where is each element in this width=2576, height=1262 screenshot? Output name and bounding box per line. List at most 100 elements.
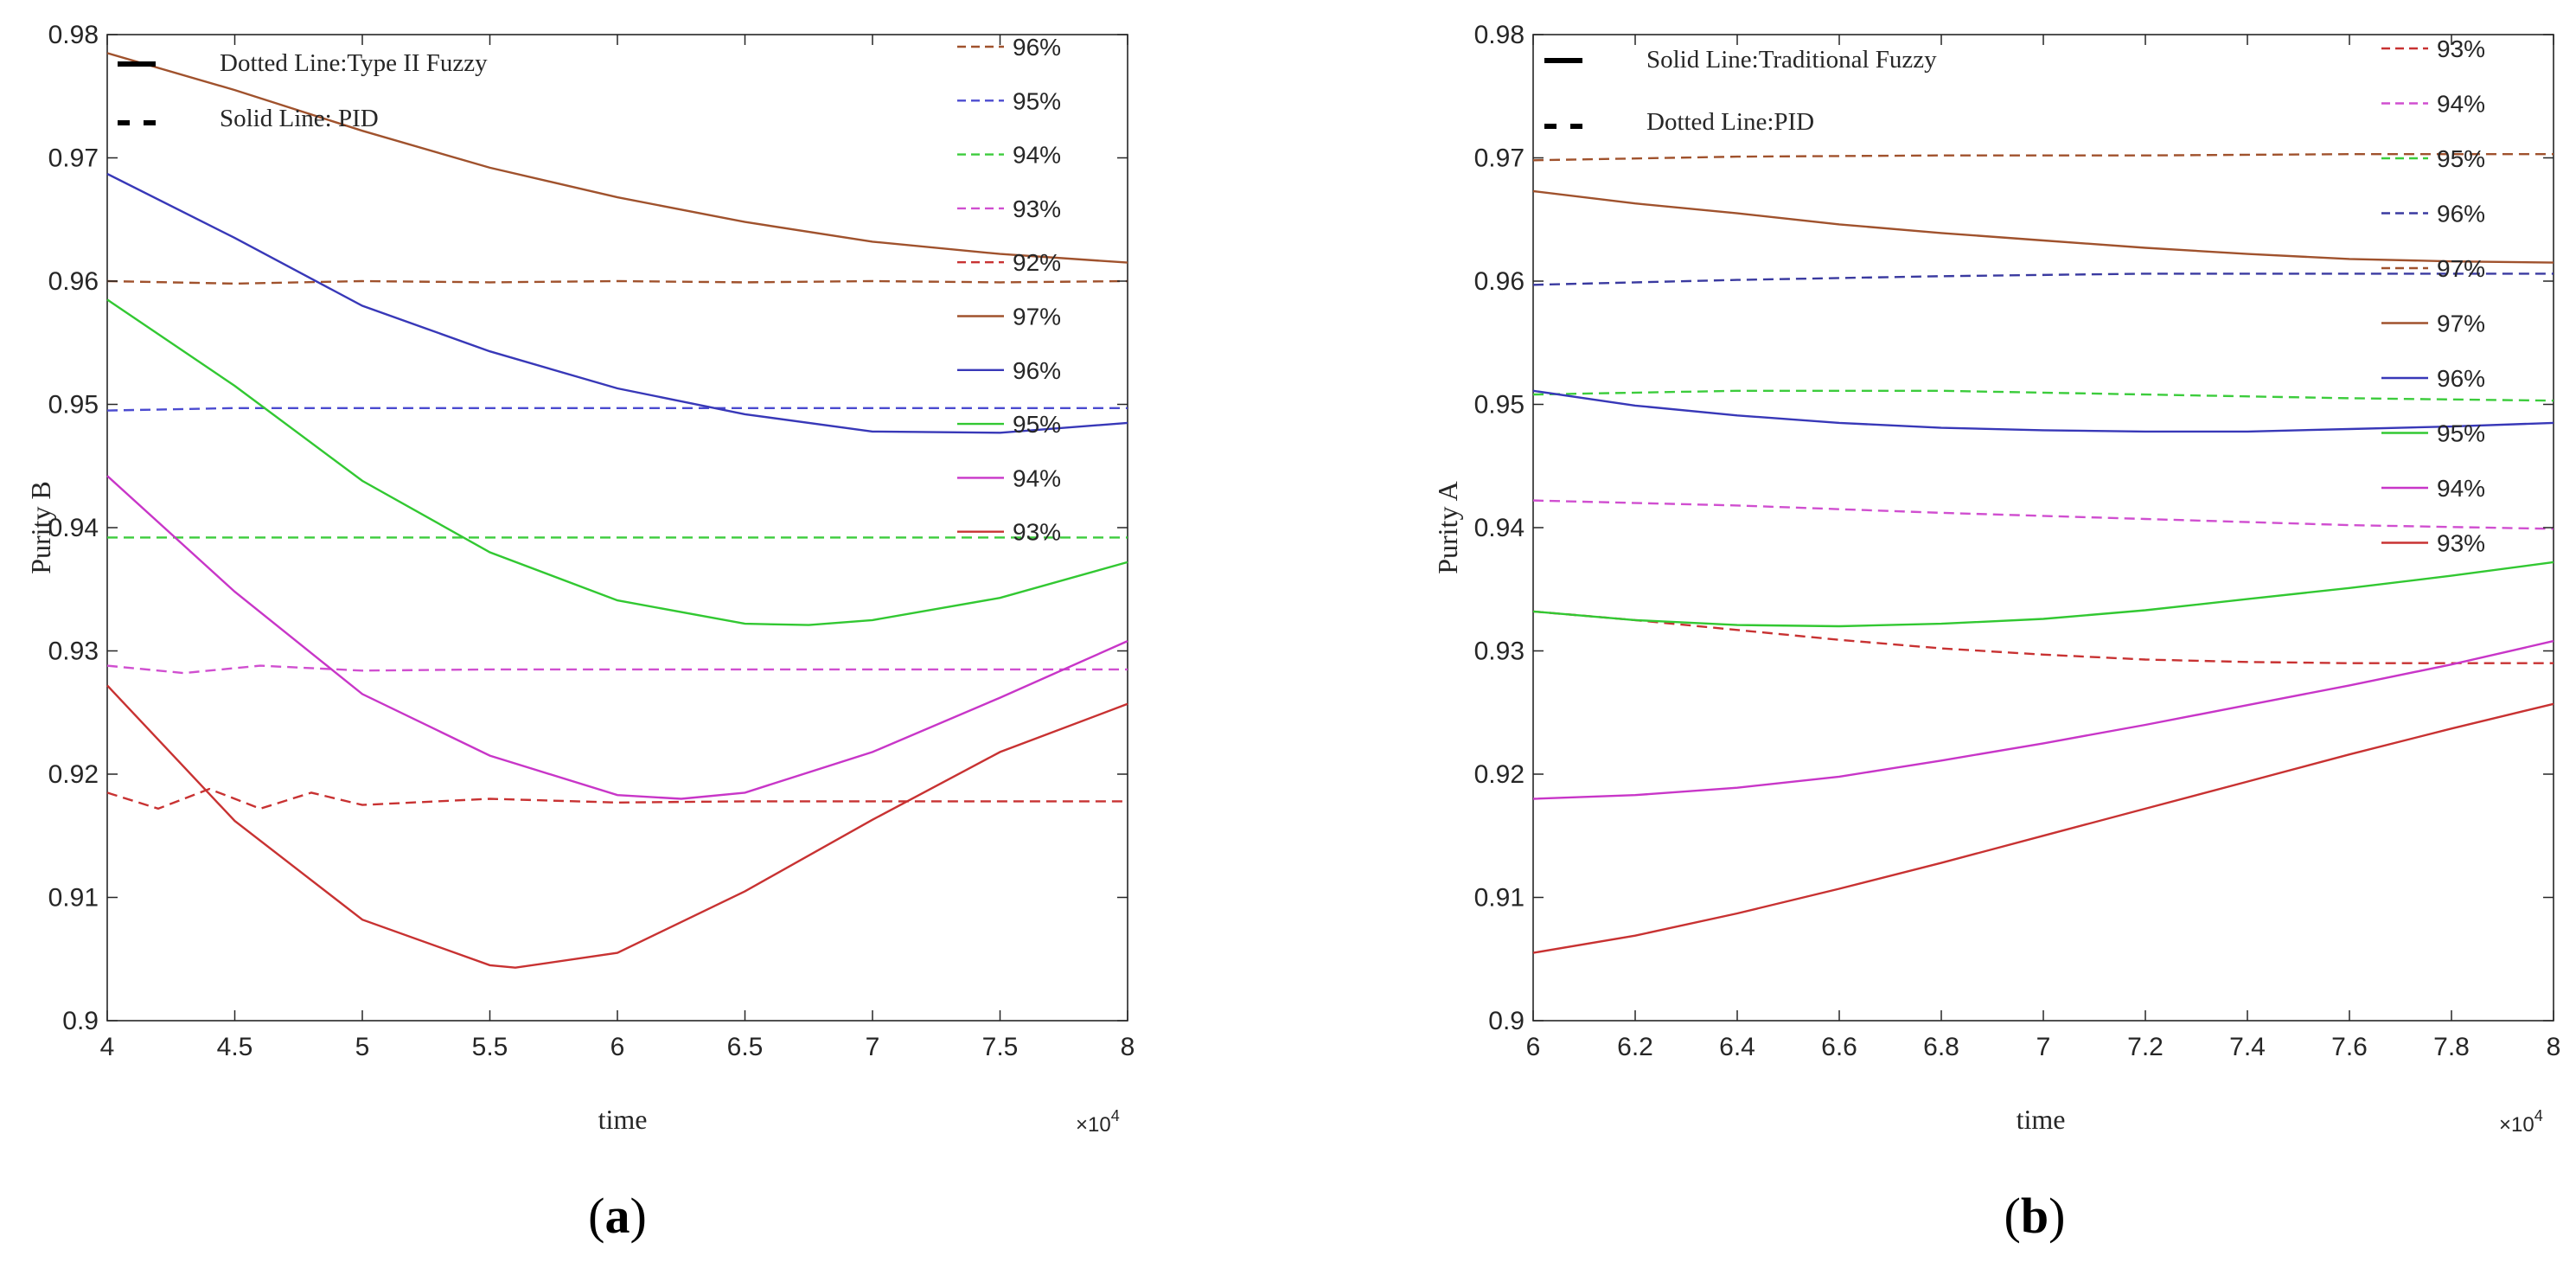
x-tick-label: 6.8: [1923, 1033, 1959, 1061]
y-tick-label: 0.98: [1474, 21, 1525, 49]
x-tick-label: 6: [1526, 1033, 1541, 1061]
x-tick-label: 6.6: [1821, 1033, 1857, 1061]
x-tick-label: 5.5: [472, 1033, 508, 1061]
x-tick-label: 6.2: [1617, 1033, 1653, 1061]
x-tick-label: 7.8: [2433, 1033, 2470, 1061]
line-style-notes: Solid Line:Traditional Fuzzy Dotted Line:…: [1544, 46, 1937, 136]
y-tick-label: 0.92: [48, 760, 99, 789]
x-tick-label: 7: [866, 1033, 880, 1061]
y-tick-label: 0.94: [1474, 514, 1525, 542]
series-layer: [106, 52, 1128, 969]
legend-label: 97%: [2437, 311, 2485, 337]
series-line-93pct-dashed: [106, 664, 1128, 675]
x-tick-label: 6.4: [1719, 1033, 1755, 1061]
x-multiplier: ×104: [1076, 1107, 1120, 1137]
series-line-95pct-dashed: [1532, 389, 2554, 402]
y-tick-label: 0.9: [1488, 1007, 1525, 1035]
x-tick-label: 7.4: [2229, 1033, 2266, 1061]
y-tick-label: 0.93: [1474, 637, 1525, 666]
line-style-note: Dotted Line:Type II Fuzzy: [220, 49, 488, 77]
x-multiplier: ×104: [2499, 1107, 2543, 1137]
series-line-97pct-dashed: [1532, 152, 2554, 162]
legend-label: 92%: [1013, 249, 1061, 276]
y-tick-label: 0.97: [1474, 144, 1525, 173]
plot-frame: [106, 34, 1128, 1022]
legend-label: 97%: [1013, 304, 1061, 330]
series-line-94pct-solid: [106, 475, 1128, 800]
x-tick-label: 6.5: [727, 1033, 764, 1061]
legend-label: 96%: [2437, 201, 2485, 227]
y-tick-label: 0.96: [1474, 267, 1525, 296]
legend-label: 95%: [1013, 87, 1061, 114]
legend-label: 95%: [2437, 145, 2485, 172]
legend-label: 96%: [1013, 357, 1061, 384]
y-tick-label: 0.9: [62, 1007, 99, 1035]
panel-caption: (b): [2004, 1188, 2066, 1244]
y-axis-label: Purity A: [1432, 481, 1463, 574]
legend-label: 94%: [1013, 142, 1061, 169]
x-tick-label: 8: [1121, 1033, 1135, 1061]
series-line-97pct-solid: [1532, 189, 2554, 264]
x-tick-label: 6: [610, 1033, 625, 1061]
series-line-96pct-dashed: [1532, 272, 2554, 286]
series-line-97pct-solid: [106, 52, 1128, 264]
x-tick-label: 4.5: [217, 1033, 253, 1061]
y-tick-label: 0.92: [1474, 760, 1525, 789]
series-line-95pct-solid: [1532, 561, 2554, 628]
line-style-notes: Dotted Line:Type II Fuzzy Solid Line: PID: [118, 49, 488, 132]
series-layer: [1532, 152, 2554, 954]
series-line-96pct-dashed: [106, 279, 1128, 285]
x-tick-label: 8: [2547, 1033, 2561, 1061]
y-tick-label: 0.96: [48, 267, 99, 296]
x-tick-label: 7.6: [2331, 1033, 2368, 1061]
chart-panel-b: 6 6.2 6.4 6.6 6.8 7 7.2 7.4 7.6 7.8 8 0.9 0.91 0.92 0.…: [1432, 21, 2560, 1244]
series-line-93pct-dashed: [1532, 610, 2554, 664]
y-tick-label: 0.95: [48, 391, 99, 420]
legend-label: 93%: [1013, 195, 1061, 222]
line-style-note: Solid Line: PID: [220, 105, 379, 132]
series-line-96pct-solid: [1532, 389, 2554, 433]
series-line-92pct-dashed: [106, 787, 1128, 810]
legend-label: 96%: [1013, 34, 1061, 61]
y-tick-label: 0.93: [48, 637, 99, 666]
x-tick-label: 7: [2036, 1033, 2051, 1061]
x-tick-label: 5: [355, 1033, 370, 1061]
x-tick-label: 4: [100, 1033, 115, 1061]
legend-label: 94%: [2437, 91, 2485, 118]
x-tick-label: 7.2: [2127, 1033, 2164, 1061]
legend-label: 93%: [2437, 530, 2485, 557]
y-tick-label: 0.97: [48, 144, 99, 173]
line-style-note: Solid Line:Traditional Fuzzy: [1646, 46, 1937, 74]
series-line-93pct-solid: [1532, 702, 2554, 954]
ticks-layer: 4 4.5 5 5.5 6 6.5 7 7.5 8 0.9 0.91 0.92 0.93 0.94 0.95…: [48, 21, 1135, 1061]
legend: 96% 95% 94% 93% 92% 97% 96% 95% 94% 93%: [957, 34, 1061, 546]
x-axis-label: time: [2017, 1104, 2066, 1135]
x-tick-label: 7.5: [982, 1033, 1019, 1061]
y-tick-label: 0.95: [1474, 391, 1525, 420]
legend-label: 94%: [2437, 475, 2485, 502]
legend-label: 93%: [2437, 35, 2485, 62]
ticks-layer: 6 6.2 6.4 6.6 6.8 7 7.2 7.4 7.6 7.8 8 0.9 0.91 0.92 0.…: [1474, 21, 2561, 1061]
panel-caption: (a): [588, 1188, 647, 1244]
y-tick-label: 0.91: [48, 884, 99, 913]
y-tick-label: 0.94: [48, 514, 99, 542]
y-axis-label: Purity B: [25, 481, 56, 574]
legend-label: 95%: [1013, 411, 1061, 438]
legend-label: 97%: [2437, 255, 2485, 282]
legend-label: 94%: [1013, 464, 1061, 491]
series-line-95pct-solid: [106, 298, 1128, 626]
series-line-93pct-solid: [106, 684, 1128, 969]
series-line-95pct-dashed: [106, 407, 1128, 412]
series-line-94pct-dashed: [1532, 499, 2554, 530]
x-axis-label: time: [598, 1104, 648, 1135]
series-line-94pct-solid: [1532, 639, 2554, 800]
series-line-96pct-solid: [106, 172, 1128, 434]
chart-panel-a: 4 4.5 5 5.5 6 6.5 7 7.5 8 0.9 0.91 0.92 0.93 0.94 0.95…: [25, 21, 1135, 1244]
plot-frame: [1532, 34, 2554, 1022]
legend-label: 96%: [2437, 365, 2485, 392]
legend-label: 93%: [1013, 519, 1061, 546]
legend: 93% 94% 95% 96% 97% 97% 96% 95% 94% 93%: [2381, 35, 2485, 557]
y-tick-label: 0.98: [48, 21, 99, 49]
legend-label: 95%: [2437, 420, 2485, 447]
